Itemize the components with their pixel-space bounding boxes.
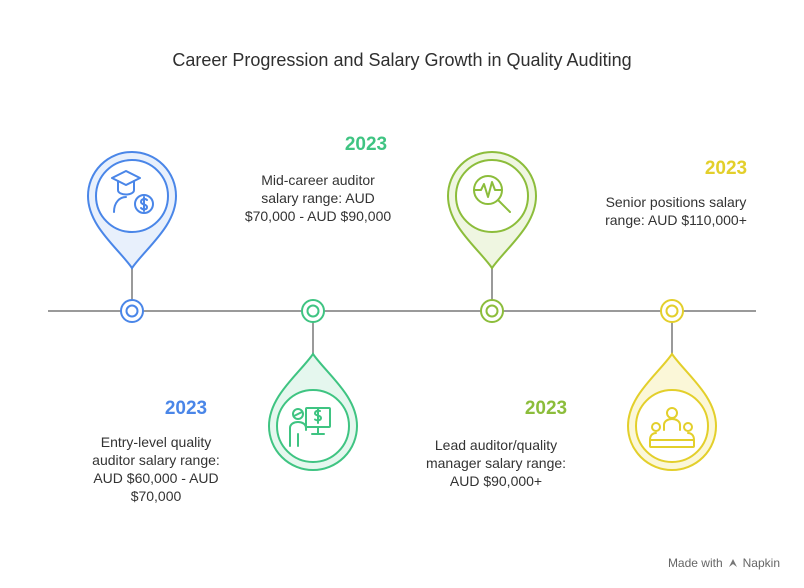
milestone-1-pin — [86, 151, 178, 300]
milestone-4-year: 2023 — [704, 158, 748, 179]
milestone-2-pin — [267, 322, 359, 471]
milestone-3-pin — [446, 151, 538, 300]
napkin-logo-icon — [728, 559, 737, 567]
milestone-4-description: Senior positions salary range: AUD $110,… — [605, 194, 747, 228]
milestone-1-description: Entry-level quality auditor salary range… — [92, 434, 220, 504]
milestone-2-description: Mid-career auditor salary range: AUD $70… — [244, 172, 392, 224]
graduate-salary-icon — [111, 170, 154, 214]
milestone-3-description: Lead auditor/quality manager salary rang… — [425, 437, 567, 489]
milestone-1-year: 2023 — [164, 398, 208, 419]
made-with-footer: Made with Napkin — [668, 556, 780, 570]
magnifier-pulse-icon — [473, 175, 511, 213]
presenter-board-icon — [289, 407, 331, 447]
milestone-4-pin — [626, 322, 718, 471]
milestone-3-year: 2023 — [524, 398, 568, 419]
milestone-2-year: 2023 — [344, 134, 388, 155]
napkin-brand: Napkin — [742, 556, 780, 570]
made-with-label: Made with — [667, 556, 723, 570]
team-meeting-icon — [649, 407, 695, 448]
diagram-title: Career Progression and Salary Growth in … — [172, 50, 632, 70]
